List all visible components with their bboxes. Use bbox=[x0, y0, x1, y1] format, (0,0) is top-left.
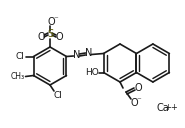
Text: N: N bbox=[73, 50, 80, 60]
Text: O: O bbox=[134, 83, 142, 93]
Text: O: O bbox=[37, 32, 45, 42]
Text: O: O bbox=[130, 98, 138, 108]
Text: N: N bbox=[85, 49, 92, 58]
Text: ⁻: ⁻ bbox=[54, 15, 58, 24]
Text: Cl: Cl bbox=[15, 52, 24, 61]
Text: Cl: Cl bbox=[54, 92, 63, 100]
Text: HO: HO bbox=[85, 68, 98, 77]
Text: Ca: Ca bbox=[157, 103, 169, 113]
Text: O: O bbox=[55, 32, 63, 42]
Text: ++: ++ bbox=[164, 103, 178, 111]
Text: O: O bbox=[47, 17, 55, 27]
Text: ⁻: ⁻ bbox=[137, 97, 141, 105]
Text: S: S bbox=[47, 29, 53, 39]
Text: CH₃: CH₃ bbox=[11, 72, 25, 81]
